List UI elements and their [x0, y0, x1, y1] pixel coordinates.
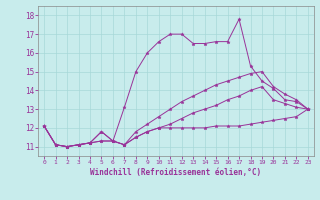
X-axis label: Windchill (Refroidissement éolien,°C): Windchill (Refroidissement éolien,°C): [91, 168, 261, 177]
